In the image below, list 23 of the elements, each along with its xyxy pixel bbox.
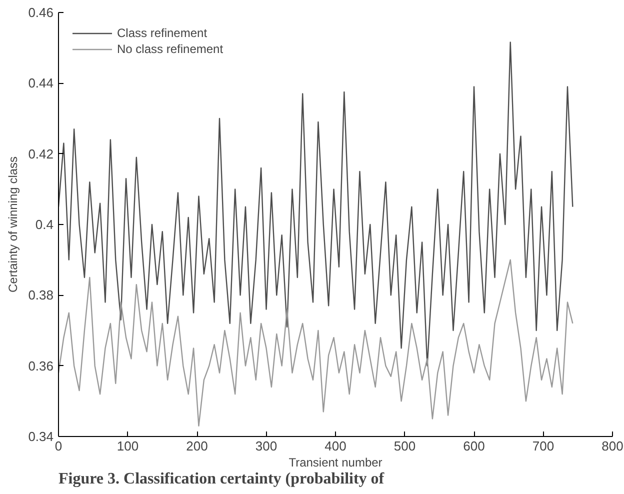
x-tick-label: 100 (116, 438, 139, 454)
x-tick-label: 400 (324, 438, 346, 454)
legend-label: Class refinement (117, 26, 208, 40)
y-tick-label: 0.42 (28, 146, 54, 162)
y-tick-label: 0.36 (28, 358, 54, 374)
x-tick-label: 200 (186, 438, 208, 454)
y-tick-label: 0.44 (28, 76, 54, 91)
caption: Figure 3. Classification certainty (probability of (58, 470, 385, 488)
y-axis-title: Certainty of winning class (6, 156, 20, 293)
x-tick-label: 600 (463, 438, 485, 454)
x-tick-label: 500 (394, 438, 416, 454)
line-series (58, 42, 574, 366)
x-tick-label: 0 (54, 438, 62, 454)
x-tick-label: 700 (532, 438, 554, 454)
y-tick-label: 0.34 (28, 429, 54, 444)
y-tick-label: 0.46 (28, 5, 54, 20)
legend-label: No class refinement (117, 42, 224, 56)
x-axis-title: Transient number (288, 456, 382, 470)
y-tick-label: 0.4 (35, 217, 54, 232)
y-tick-label: 0.38 (28, 288, 54, 303)
x-tick-label: 300 (255, 438, 278, 454)
x-tick-label: 800 (602, 438, 624, 454)
line-series (58, 259, 574, 426)
